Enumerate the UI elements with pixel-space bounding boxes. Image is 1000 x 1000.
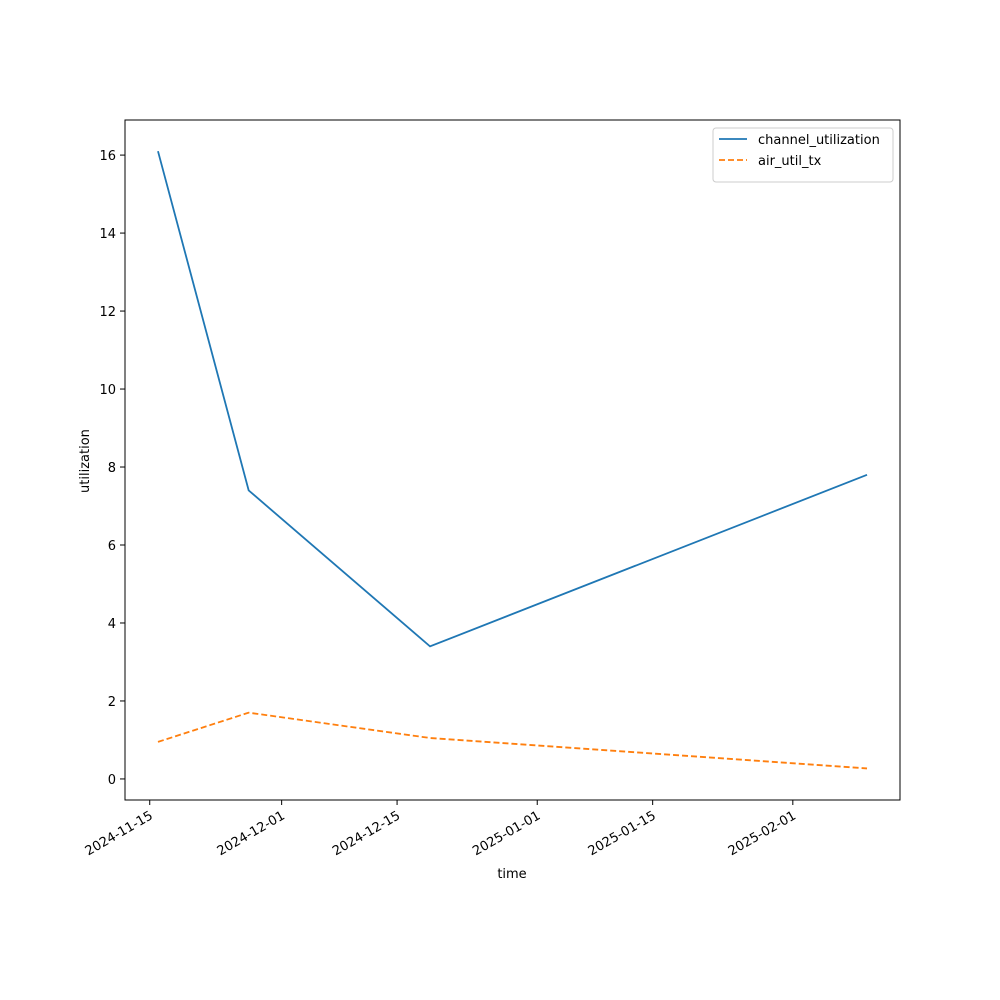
legend-label: channel_utilization bbox=[758, 133, 880, 148]
legend-label: air_util_tx bbox=[758, 154, 822, 169]
y-tick-label: 4 bbox=[108, 617, 116, 632]
series-line bbox=[157, 150, 868, 648]
y-tick-label: 16 bbox=[99, 149, 116, 164]
y-tick-label: 8 bbox=[108, 461, 116, 476]
legend-box bbox=[712, 127, 894, 183]
plot-frame bbox=[124, 119, 901, 801]
y-tick-label: 0 bbox=[108, 773, 116, 788]
y-tick-label: 12 bbox=[99, 305, 116, 320]
y-tick-label: 10 bbox=[99, 383, 116, 398]
y-tick-label: 14 bbox=[99, 227, 116, 242]
y-axis-label: utilization bbox=[78, 429, 93, 493]
y-tick-label: 2 bbox=[108, 695, 116, 710]
y-tick-label: 6 bbox=[108, 539, 116, 554]
x-axis-label: time bbox=[497, 867, 526, 882]
series-line bbox=[157, 711, 868, 770]
